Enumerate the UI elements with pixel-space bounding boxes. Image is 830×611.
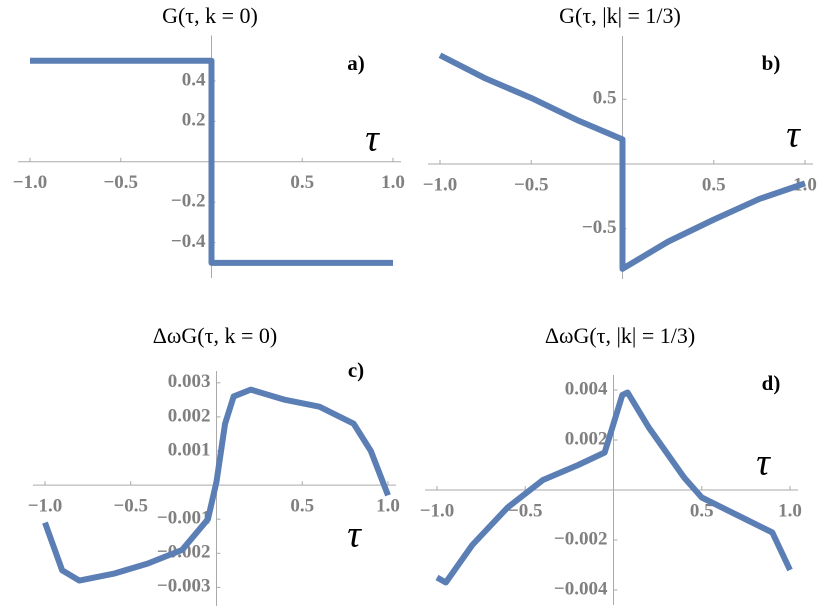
data-line: [30, 57, 393, 266]
y-tick-label: −0.004: [554, 578, 608, 599]
x-tick-label: 0.5: [290, 172, 314, 193]
x-tick-label: 0.5: [702, 174, 726, 195]
panel-label: a): [347, 51, 365, 75]
y-tick-label: −0.2: [171, 191, 206, 212]
y-tick-label: −0.003: [157, 576, 211, 597]
x-tick-label: 1.0: [376, 495, 400, 516]
y-tick-label: −0.001: [157, 508, 211, 529]
x-tick-label: −0.5: [508, 500, 543, 521]
y-tick-label: −0.002: [554, 528, 608, 549]
chart-title: G(τ, |k| = 1/3): [559, 3, 681, 28]
y-tick-label: 0.2: [182, 110, 206, 131]
x-tick-label: 1.0: [381, 172, 405, 193]
x-tick-label: 0.5: [690, 500, 714, 521]
x-tick-label: −0.5: [103, 172, 138, 193]
x-tick-label: −1.0: [13, 172, 48, 193]
x-axis-label: τ: [347, 514, 362, 556]
y-tick-label: −0.5: [582, 217, 617, 238]
x-tick-label: 1.0: [778, 500, 802, 521]
x-tick-label: −0.5: [113, 495, 148, 516]
y-tick-label: 0.003: [168, 371, 211, 392]
y-tick-label: 0.4: [182, 69, 206, 90]
panel-label: d): [762, 371, 781, 395]
y-tick-label: −0.4: [171, 231, 206, 252]
y-tick-label: 0.002: [168, 405, 211, 426]
data-line: [438, 52, 806, 272]
data-line: [42, 386, 391, 584]
panel-label: c): [348, 358, 364, 382]
data-line: [435, 389, 793, 586]
x-tick-label: −1.0: [420, 500, 455, 521]
x-axis-label: τ: [365, 118, 380, 160]
y-tick-label: 0.004: [565, 378, 608, 399]
panel-label: b): [762, 51, 781, 75]
x-tick-label: −0.5: [514, 174, 549, 195]
y-tick-label: 0.001: [168, 439, 211, 460]
chart-title: ΔωG(τ, |k| = 1/3): [545, 323, 695, 348]
x-axis-label: τ: [786, 114, 801, 156]
x-tick-label: −1.0: [28, 495, 63, 516]
x-tick-label: −1.0: [423, 174, 458, 195]
x-axis-label: τ: [756, 442, 771, 484]
y-tick-label: 0.5: [593, 88, 617, 109]
x-tick-label: 0.5: [290, 495, 314, 516]
y-tick-label: 0.002: [565, 428, 608, 449]
chart-title: ΔωG(τ, k = 0): [153, 323, 277, 348]
chart-title: G(τ, k = 0): [162, 3, 258, 28]
